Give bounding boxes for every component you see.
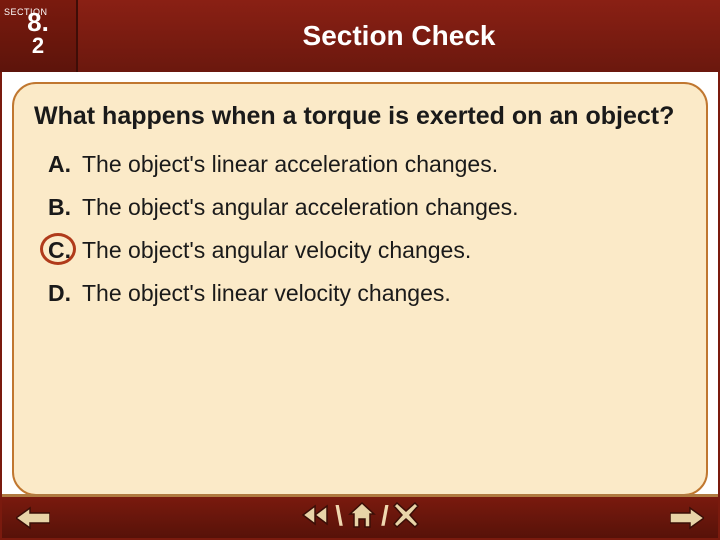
answer-text: The object's linear velocity changes. [82, 280, 686, 307]
answer-letter: A. [48, 151, 82, 178]
home-icon [347, 501, 377, 529]
answer-text: The object's linear acceleration changes… [82, 151, 686, 178]
prev-button[interactable] [14, 504, 52, 532]
answer-text: The object's angular velocity changes. [82, 237, 686, 264]
subchapter-number: 2 [32, 35, 44, 57]
content-outer: What happens when a torque is exerted on… [0, 72, 720, 540]
answer-a[interactable]: A. The object's linear acceleration chan… [48, 151, 686, 178]
answer-text: The object's angular acceleration change… [82, 194, 686, 221]
answers-list: A. The object's linear acceleration chan… [48, 151, 686, 307]
header: SECTION 8. 2 Section Check [0, 0, 720, 72]
answer-letter: C. [48, 237, 82, 264]
answer-d[interactable]: D. The object's linear velocity changes. [48, 280, 686, 307]
nav-bar: \ / [2, 494, 718, 538]
nav-center: \ / [301, 501, 419, 534]
page-title: Section Check [303, 20, 496, 52]
slide: SECTION 8. 2 Section Check What happens … [0, 0, 720, 540]
answer-c[interactable]: C. The object's angular velocity changes… [48, 237, 686, 264]
rewind-icon [301, 502, 331, 528]
separator-icon: / [381, 502, 389, 530]
close-button[interactable] [393, 502, 419, 533]
next-arrow-icon [670, 506, 704, 530]
question-text: What happens when a torque is exerted on… [34, 102, 686, 131]
home-button[interactable] [347, 501, 377, 534]
close-icon [393, 502, 419, 528]
answer-letter: D. [48, 280, 82, 307]
title-bar: Section Check [78, 0, 720, 72]
answer-b[interactable]: B. The object's angular acceleration cha… [48, 194, 686, 221]
separator-icon: \ [335, 502, 343, 530]
answer-letter: B. [48, 194, 82, 221]
rewind-button[interactable] [301, 502, 331, 533]
chapter-number: 8. [27, 11, 49, 33]
prev-arrow-icon [16, 506, 50, 530]
content-frame: What happens when a torque is exerted on… [12, 82, 708, 496]
next-button[interactable] [668, 504, 706, 532]
section-tab: SECTION 8. 2 [0, 0, 78, 72]
